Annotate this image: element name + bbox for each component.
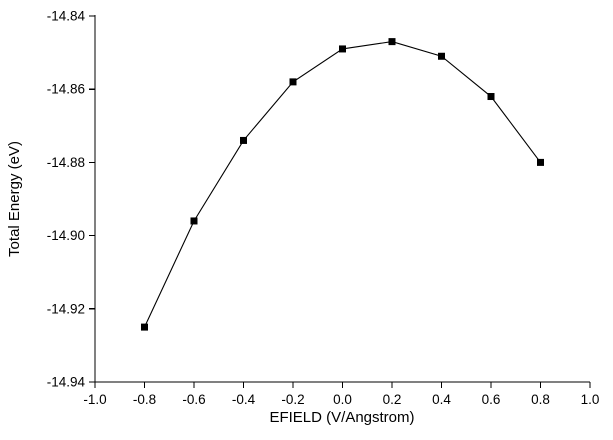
- x-tick-label: -0.2: [281, 392, 304, 407]
- plot-layer: -1.0 -0.8 -0.6 -0.4 -0.2 0.0 0.2 0.4 0.6 0.8 1.0 -1…: [47, 9, 600, 408]
- y-tick-label: -14.90: [47, 228, 85, 243]
- y-tick-label: -14.88: [47, 155, 85, 170]
- y-tick-label: -14.94: [47, 375, 86, 390]
- x-axis-label: EFIELD (V/Angstrom): [269, 409, 414, 426]
- series-line: [144, 41, 541, 328]
- x-tick-label: 0.6: [482, 392, 501, 407]
- x-tick-label: 0.2: [383, 392, 402, 407]
- data-point-marker: [141, 323, 148, 331]
- data-point-marker: [289, 78, 297, 86]
- x-tick-label: -1.0: [83, 392, 106, 407]
- data-point-marker: [487, 93, 495, 101]
- data-point-marker: [537, 158, 544, 166]
- data-point-marker: [339, 45, 346, 53]
- data-point-marker: [240, 136, 247, 144]
- x-tick-label: -0.4: [232, 392, 256, 407]
- x-tick-label: -0.8: [133, 392, 156, 407]
- data-point-marker: [190, 217, 198, 225]
- y-tick-label: -14.86: [47, 82, 85, 97]
- y-tick-label: -14.92: [47, 301, 85, 316]
- y-tick-label: -14.84: [47, 9, 86, 24]
- x-tick-label: 0.8: [531, 392, 550, 407]
- x-tick-label: 0.4: [432, 392, 451, 407]
- x-tick-label: -0.6: [182, 392, 205, 407]
- x-tick-label: 0.0: [333, 392, 352, 407]
- y-axis-label: Total Energy (eV): [6, 141, 23, 257]
- data-point-marker: [438, 52, 445, 60]
- data-point-marker: [388, 38, 396, 46]
- x-tick-label: 1.0: [581, 392, 600, 407]
